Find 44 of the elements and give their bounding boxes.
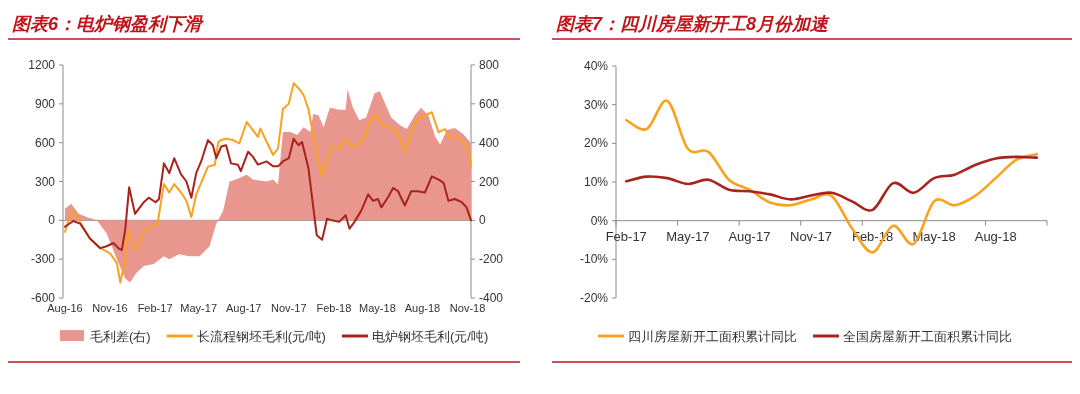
legend-label: 长流程钢坯毛利(元/吨) xyxy=(196,329,326,344)
x-tick-label: Aug-17 xyxy=(225,302,262,314)
x-tick-label: Aug-18 xyxy=(974,228,1017,244)
y2-tick-label: 0 xyxy=(479,213,486,228)
legend-label: 毛利差(右) xyxy=(90,329,151,344)
y-tick-label: 30% xyxy=(583,97,609,112)
x-tick-label: Nov-17 xyxy=(790,228,832,244)
y-tick-label: 600 xyxy=(34,135,56,150)
x-tick-label: Feb-18 xyxy=(316,302,352,314)
y-tick-label: 20% xyxy=(583,136,609,151)
x-tick-label: May-18 xyxy=(359,302,396,314)
chart-title: 图表6：电炉钢盈利下滑 xyxy=(12,14,205,34)
y-tick-label: -10% xyxy=(579,252,609,267)
x-tick-label: Aug-17 xyxy=(728,228,771,244)
y-tick-label: -300 xyxy=(30,252,56,267)
y-tick-label: 0% xyxy=(590,213,609,228)
x-tick-label: Aug-18 xyxy=(404,302,441,314)
legend-label: 电炉钢坯毛利(元/吨) xyxy=(371,329,489,344)
y2-tick-label: -200 xyxy=(479,252,504,267)
x-tick-label: Nov-16 xyxy=(92,302,128,314)
y2-tick-label: -400 xyxy=(479,291,504,305)
x-tick-label: Nov-18 xyxy=(449,302,486,314)
x-tick-label: May-17 xyxy=(180,302,218,314)
legend-label: 四川房屋新开工面积累计同比 xyxy=(628,329,797,344)
y2-tick-label: 400 xyxy=(479,135,500,150)
y2-tick-label: 800 xyxy=(479,58,500,72)
y2-tick-label: 600 xyxy=(479,96,500,111)
y-tick-label: 1200 xyxy=(28,58,56,72)
y-tick-label: 40% xyxy=(583,59,609,73)
y2-tick-label: 200 xyxy=(479,174,500,189)
y-tick-label: -20% xyxy=(579,291,609,305)
y-tick-label: -600 xyxy=(30,291,56,305)
line-series xyxy=(624,155,1039,212)
y-tick-label: 10% xyxy=(583,175,609,189)
x-tick-label: Feb-17 xyxy=(137,302,173,314)
legend-label: 全国房屋新开工面积累计同比 xyxy=(843,329,1012,344)
x-tick-label: Nov-17 xyxy=(271,302,307,314)
y-tick-label: 900 xyxy=(34,96,56,111)
x-tick-label: Aug-16 xyxy=(47,302,83,314)
chart-title: 图表7：四川房屋新开工8月份加速 xyxy=(556,14,831,34)
x-tick-label: Feb-17 xyxy=(605,228,647,244)
x-tick-label: May-17 xyxy=(666,228,710,244)
y-tick-label: 300 xyxy=(34,174,56,189)
y-tick-label: 0 xyxy=(48,213,56,228)
